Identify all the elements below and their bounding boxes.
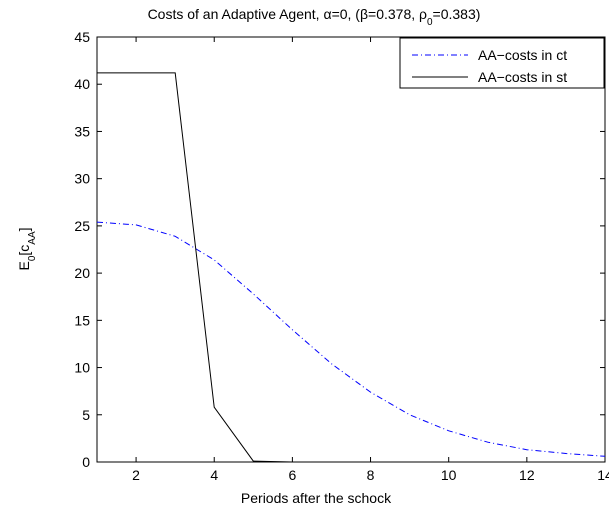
y-tick-label: 40 — [74, 76, 90, 92]
y-tick-label: 45 — [74, 29, 90, 45]
legend: AA−costs in ct AA−costs in st — [399, 37, 605, 89]
chart-title: Costs of an Adaptive Agent, α=0, (β=0.37… — [148, 6, 481, 28]
title-rho-subscript: 0 — [427, 17, 433, 28]
y-tick-label: 25 — [74, 218, 90, 234]
y-tick-label: 20 — [74, 265, 90, 281]
y-tick-label: 30 — [74, 171, 90, 187]
y-tick-label: 10 — [74, 360, 90, 376]
x-tick-label: 14 — [597, 467, 609, 483]
x-tick-label: 6 — [288, 467, 296, 483]
y-tick-label: 15 — [74, 312, 90, 328]
y-tick-label: 35 — [74, 123, 90, 139]
x-tick-label: 12 — [519, 467, 535, 483]
y-tick-label: 5 — [82, 407, 90, 423]
series-line-0 — [96, 221, 606, 457]
series-line-1 — [97, 72, 605, 463]
x-tick-label: 4 — [210, 467, 218, 483]
x-tick-label: 10 — [441, 467, 457, 483]
legend-box — [399, 37, 605, 89]
legend-label-ct: AA−costs in ct — [478, 47, 567, 63]
x-tick-label: 2 — [132, 467, 140, 483]
axis-ticks: 2 4 6 8 10 12 14 0 5 10 15 20 25 30 35 40 45 — [74, 29, 609, 483]
y-tick-label: 0 — [82, 454, 90, 470]
legend-label-st: AA−costs in st — [478, 69, 567, 85]
y-axis-label: E0[cAA] — [16, 227, 38, 270]
x-tick-label: 8 — [367, 467, 375, 483]
plot-area — [96, 36, 606, 463]
x-axis-label: Periods after the schock — [241, 490, 392, 506]
series-layer — [96, 72, 606, 463]
